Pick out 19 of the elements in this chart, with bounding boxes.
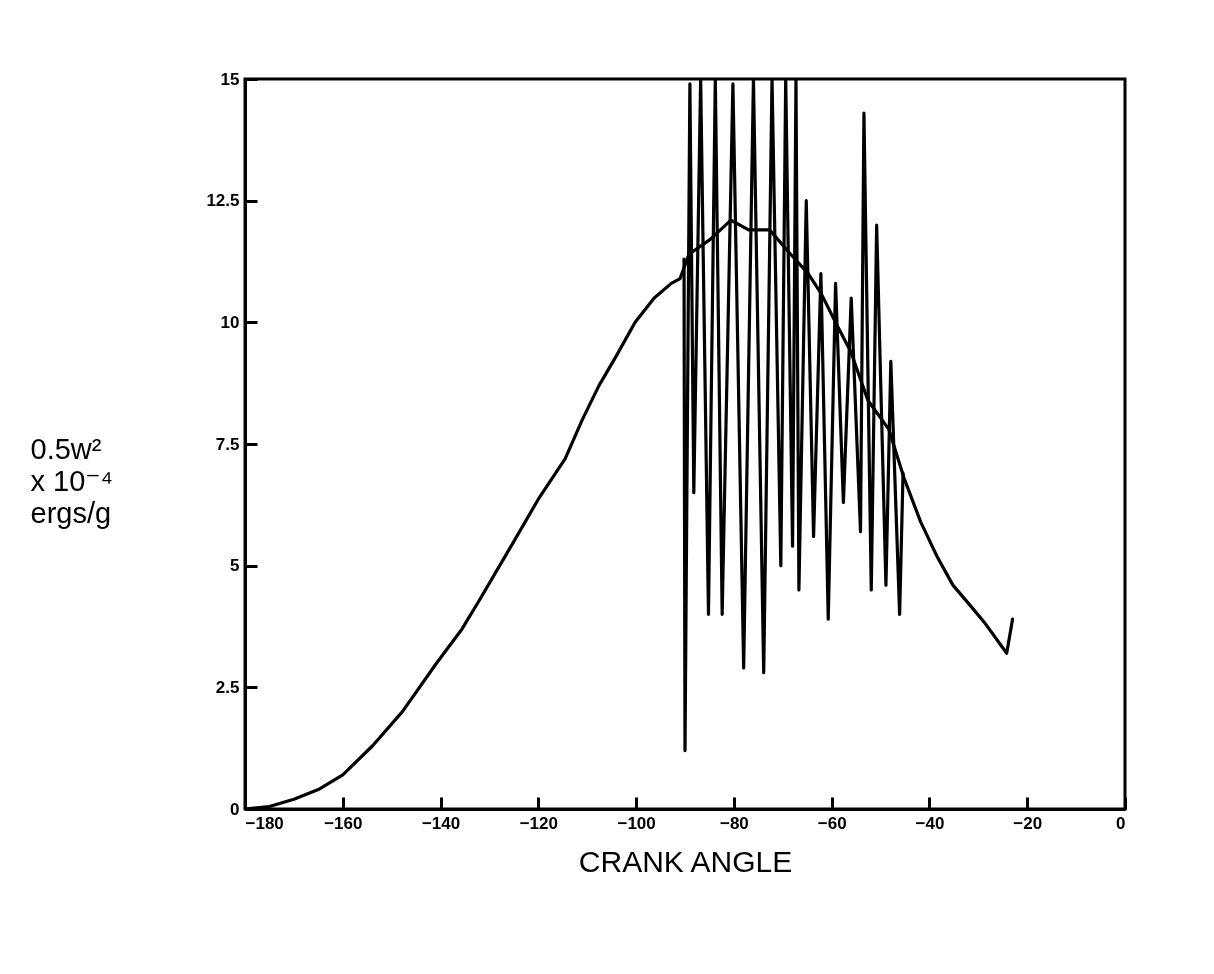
y-tick-label: 0	[230, 799, 240, 819]
y-tick-label: 10	[220, 312, 240, 332]
x-axis-title: CRANK ANGLE	[578, 844, 793, 878]
x-tick-label: −160	[324, 813, 363, 833]
y-tick-label: 12.5	[206, 191, 240, 211]
x-tick-label: 0	[1116, 813, 1126, 833]
x-tick-label: −140	[421, 813, 461, 833]
y-tick-label: 7.5	[215, 434, 240, 454]
y-tick-label: 15	[220, 69, 240, 89]
y-axis-title: 0.5w² x 10⁻⁴ ergs/g	[30, 432, 114, 529]
x-tick-label: −100	[617, 813, 656, 833]
x-tick-label: −60	[817, 813, 847, 833]
y-tick-label: 5	[230, 556, 240, 576]
x-tick-label: −20	[1013, 813, 1043, 833]
x-tick-label: −40	[915, 813, 945, 833]
y-tick-label: 2.5	[215, 677, 240, 697]
x-tick-label: −80	[719, 813, 749, 833]
x-tick-label: −120	[519, 813, 558, 833]
x-tick-label: −180	[245, 813, 284, 833]
